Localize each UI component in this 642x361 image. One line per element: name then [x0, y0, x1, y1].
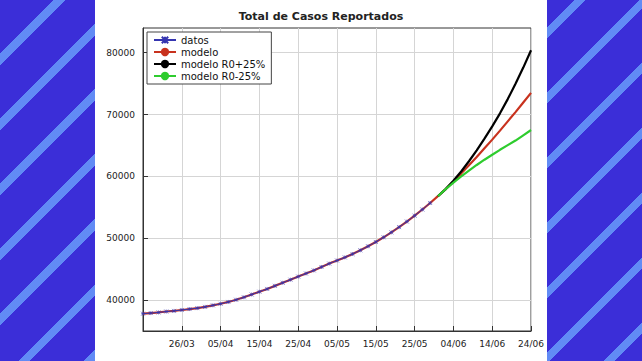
svg-text:26/03: 26/03 [169, 339, 195, 349]
svg-text:05/05: 05/05 [324, 339, 350, 349]
svg-text:modelo R0-25%: modelo R0-25% [181, 71, 261, 82]
svg-text:modelo: modelo [181, 47, 218, 58]
svg-text:25/04: 25/04 [285, 339, 311, 349]
svg-text:25/05: 25/05 [402, 339, 428, 349]
svg-text:60000: 60000 [106, 171, 135, 181]
svg-text:datos: datos [181, 35, 209, 46]
svg-text:15/05: 15/05 [363, 339, 389, 349]
svg-text:70000: 70000 [106, 110, 135, 120]
svg-text:15/04: 15/04 [246, 339, 272, 349]
svg-text:04/06: 04/06 [440, 339, 466, 349]
svg-text:14/06: 14/06 [479, 339, 505, 349]
svg-text:50000: 50000 [106, 233, 135, 243]
svg-text:24/06: 24/06 [518, 339, 544, 349]
svg-text:80000: 80000 [106, 48, 135, 58]
svg-text:modelo R0+25%: modelo R0+25% [181, 59, 265, 70]
svg-text:05/04: 05/04 [208, 339, 234, 349]
svg-text:40000: 40000 [106, 295, 135, 305]
svg-text:Total de Casos Reportados: Total de Casos Reportados [239, 10, 404, 23]
